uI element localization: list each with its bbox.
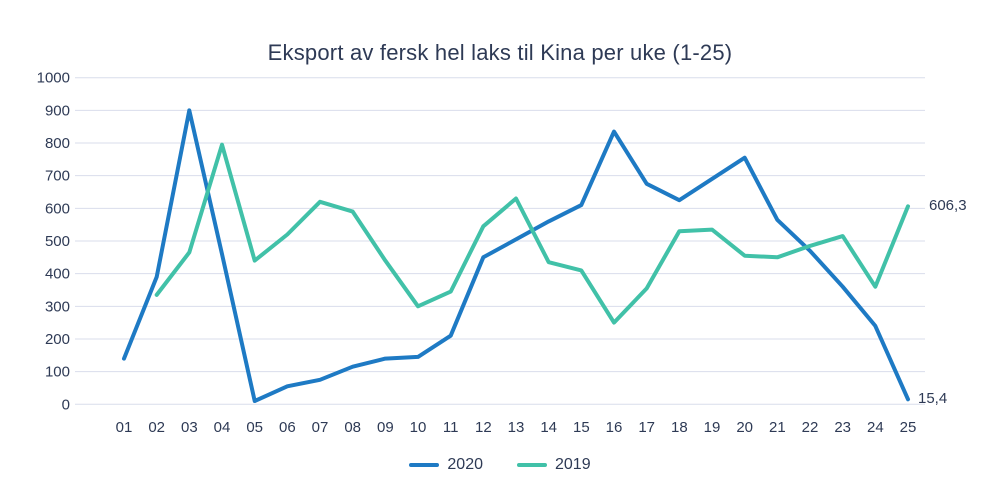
legend-item-2019: 2019 bbox=[517, 456, 591, 474]
x-tick-label-14: 14 bbox=[540, 419, 557, 436]
legend-label-2020: 2020 bbox=[447, 456, 483, 473]
x-tick-label-08: 08 bbox=[344, 419, 361, 436]
x-tick-label-02: 02 bbox=[148, 419, 165, 436]
y-tick-label-1000: 1000 bbox=[37, 70, 70, 87]
x-tick-label-03: 03 bbox=[181, 419, 198, 436]
x-tick-label-25: 25 bbox=[900, 419, 917, 436]
x-tick-label-21: 21 bbox=[769, 419, 786, 436]
x-tick-label-04: 04 bbox=[214, 419, 231, 436]
x-tick-label-11: 11 bbox=[443, 419, 459, 436]
x-tick-label-17: 17 bbox=[638, 419, 655, 436]
x-tick-label-06: 06 bbox=[279, 419, 296, 436]
x-tick-label-01: 01 bbox=[116, 419, 133, 436]
legend-label-2019: 2019 bbox=[555, 456, 591, 473]
chart-title: Eksport av fersk hel laks til Kina per u… bbox=[267, 40, 733, 65]
y-tick-label-800: 800 bbox=[45, 135, 70, 152]
x-tick-label-16: 16 bbox=[606, 419, 623, 436]
y-tick-label-200: 200 bbox=[45, 331, 70, 348]
x-tick-label-13: 13 bbox=[508, 419, 525, 436]
legend-item-2020: 2020 bbox=[409, 456, 483, 474]
x-tick-label-20: 20 bbox=[736, 419, 753, 436]
x-tick-label-22: 22 bbox=[802, 419, 819, 436]
y-tick-label-0: 0 bbox=[62, 396, 70, 413]
x-tick-label-15: 15 bbox=[573, 419, 590, 436]
legend-swatch-2019-icon bbox=[517, 463, 547, 467]
x-tick-label-07: 07 bbox=[312, 419, 329, 436]
y-tick-label-700: 700 bbox=[45, 168, 70, 185]
x-tick-label-05: 05 bbox=[246, 419, 263, 436]
x-tick-label-18: 18 bbox=[671, 419, 688, 436]
x-tick-label-10: 10 bbox=[410, 419, 427, 436]
legend-swatch-2020-icon bbox=[409, 463, 440, 467]
series-line-2020 bbox=[122, 108, 910, 403]
series-end-label-2019: 606,3 bbox=[929, 197, 967, 214]
x-tick-label-09: 09 bbox=[377, 419, 394, 436]
y-tick-label-600: 600 bbox=[45, 200, 70, 217]
series-end-label-2020: 15,4 bbox=[918, 390, 948, 407]
x-tick-label-12: 12 bbox=[475, 419, 492, 436]
series-line-2019 bbox=[154, 142, 910, 325]
y-tick-label-500: 500 bbox=[45, 233, 70, 250]
x-tick-label-24: 24 bbox=[867, 419, 884, 436]
y-tick-label-300: 300 bbox=[45, 298, 70, 315]
y-tick-label-400: 400 bbox=[45, 266, 70, 283]
x-tick-label-23: 23 bbox=[834, 419, 851, 436]
x-tick-label-19: 19 bbox=[704, 419, 721, 436]
y-tick-label-900: 900 bbox=[45, 102, 70, 119]
chart-legend: 2020 2019 bbox=[0, 456, 1000, 474]
y-tick-label-100: 100 bbox=[45, 364, 70, 381]
